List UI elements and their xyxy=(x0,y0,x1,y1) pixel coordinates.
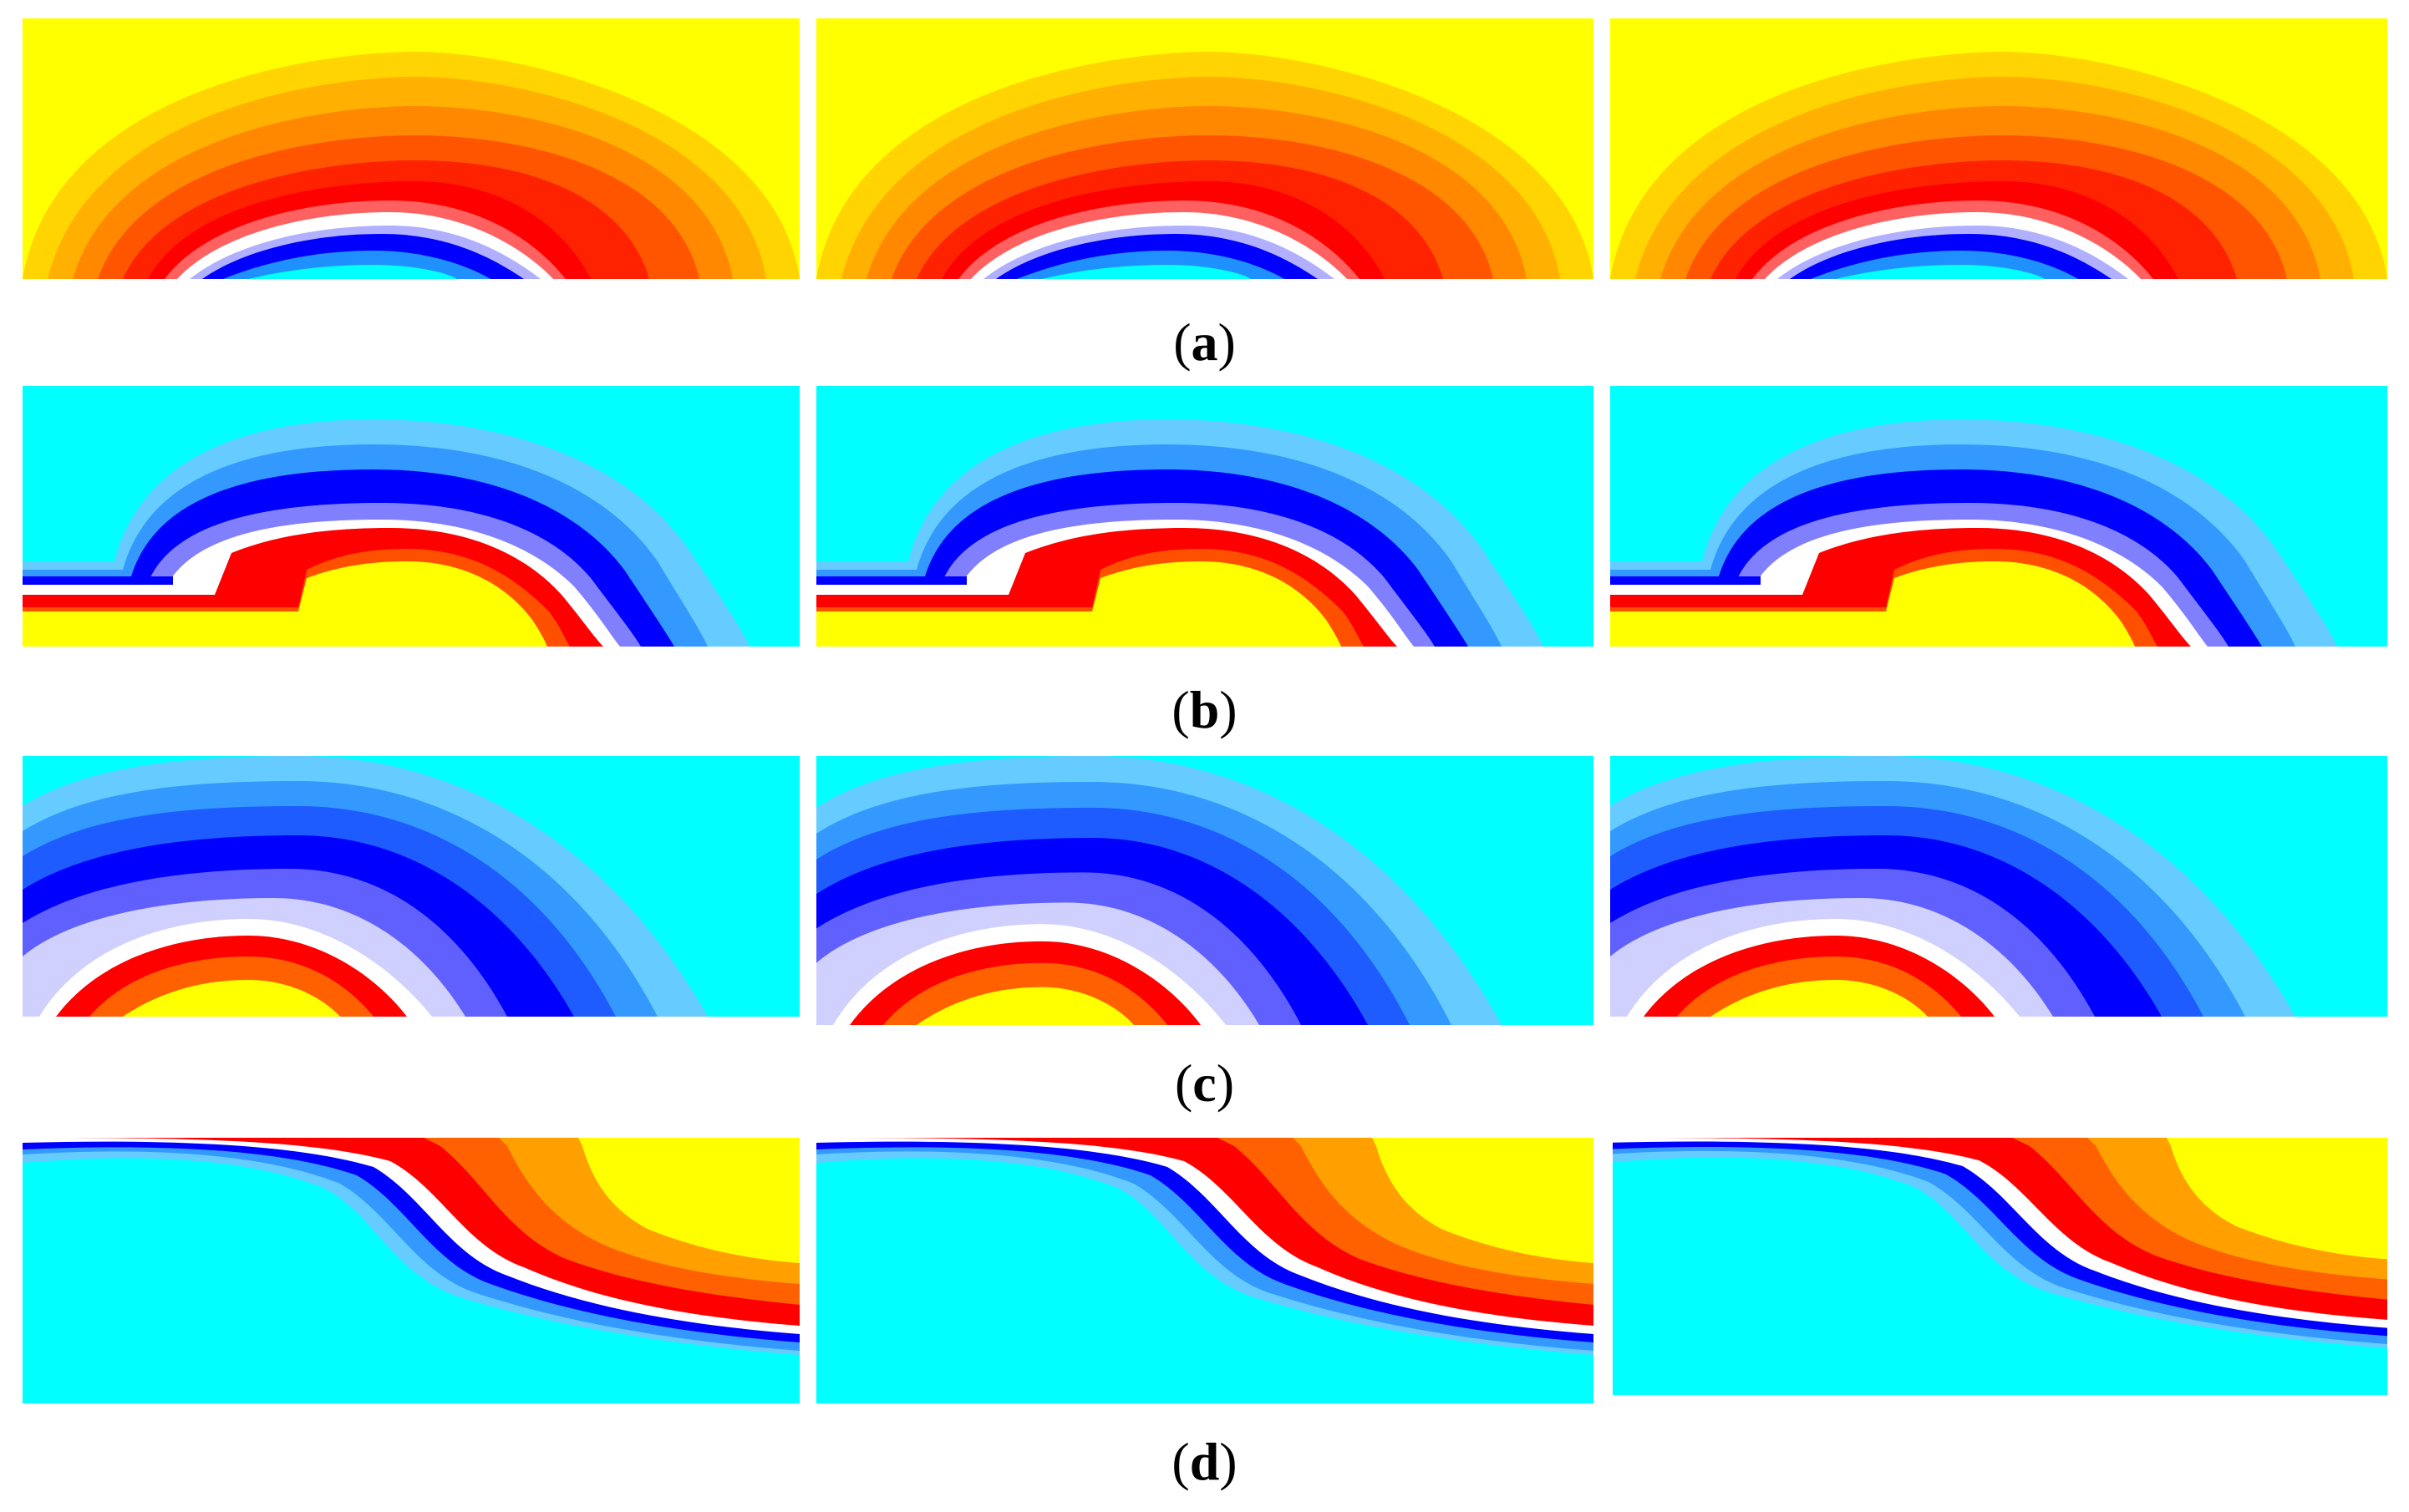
panel-d-2 xyxy=(816,1138,1593,1403)
caption-d-label: d xyxy=(1189,1432,1220,1491)
panel-b-3 xyxy=(1610,386,2387,647)
panel-a-1 xyxy=(23,18,800,279)
caption-d: (d) xyxy=(1171,1432,1238,1491)
panel-a-2 xyxy=(816,18,1593,279)
panel-c-2 xyxy=(816,756,1593,1025)
panel-a-3 xyxy=(1610,18,2387,279)
caption-b-label: b xyxy=(1189,680,1220,739)
caption-a: (a) xyxy=(1173,312,1236,372)
caption-c: (c) xyxy=(1174,1053,1235,1113)
panel-b-1 xyxy=(23,386,800,647)
caption-b: (b) xyxy=(1171,680,1238,739)
caption-c-label: c xyxy=(1192,1053,1217,1113)
panel-c-1 xyxy=(23,756,800,1017)
panel-c-3 xyxy=(1610,756,2387,1017)
panel-d-3 xyxy=(1613,1138,2387,1395)
panel-b-2 xyxy=(816,386,1593,647)
caption-a-label: a xyxy=(1191,312,1218,372)
panel-d-1 xyxy=(23,1138,800,1403)
